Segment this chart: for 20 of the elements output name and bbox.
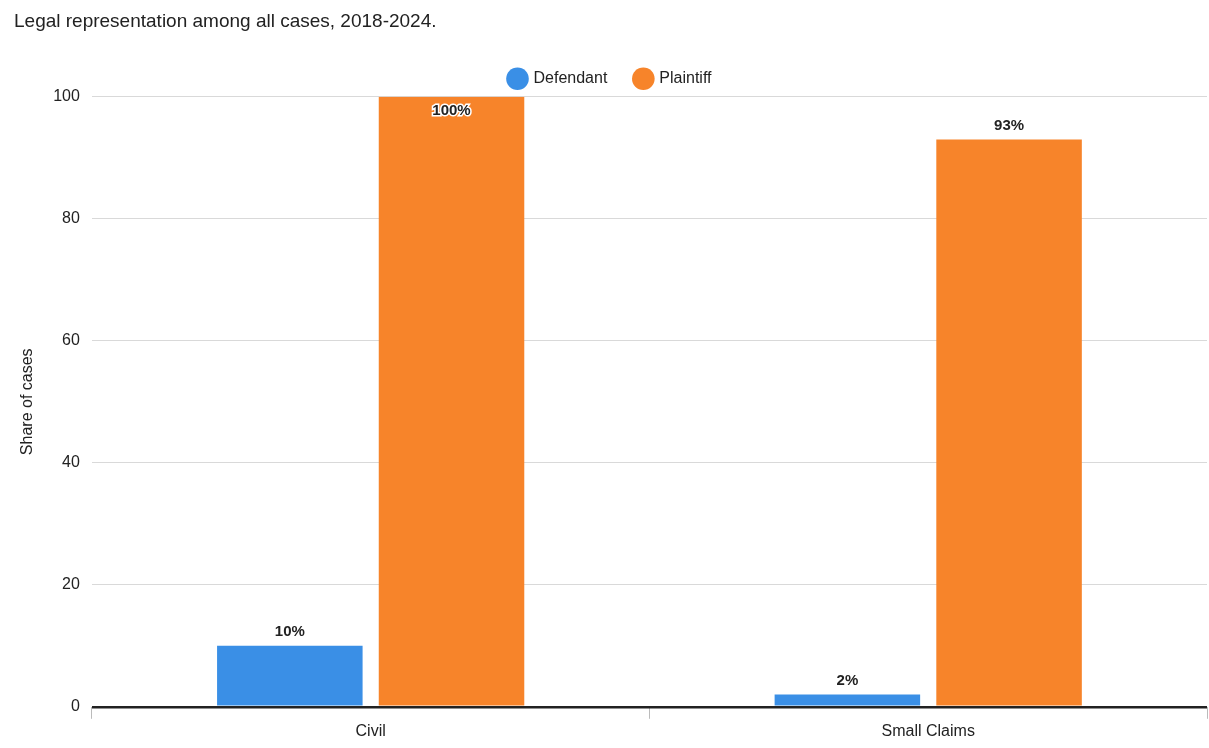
data-label: 100%	[432, 101, 471, 119]
bar	[378, 96, 525, 706]
y-tick-label: 60	[62, 331, 80, 349]
chart-title: Legal representation among all cases, 2018-2024.	[14, 9, 437, 31]
bar	[936, 139, 1082, 706]
legend-label: Defendant	[533, 69, 608, 87]
bar	[217, 645, 363, 706]
data-label: 2%	[836, 671, 859, 689]
y-tick-label: 20	[62, 575, 80, 593]
data-label: 93%	[994, 116, 1025, 134]
y-tick-label: 80	[62, 209, 80, 227]
y-tick-label: 100	[53, 87, 80, 105]
x-tick-label: Small Claims	[881, 721, 975, 739]
y-tick-label: 0	[70, 697, 80, 715]
y-axis-title: Share of cases	[18, 348, 36, 456]
y-tick-label: 40	[62, 453, 80, 471]
bar	[774, 694, 921, 706]
legend-label: Plaintiff	[659, 69, 713, 87]
data-label: 10%	[274, 622, 305, 640]
x-tick-label: Civil	[355, 721, 386, 739]
